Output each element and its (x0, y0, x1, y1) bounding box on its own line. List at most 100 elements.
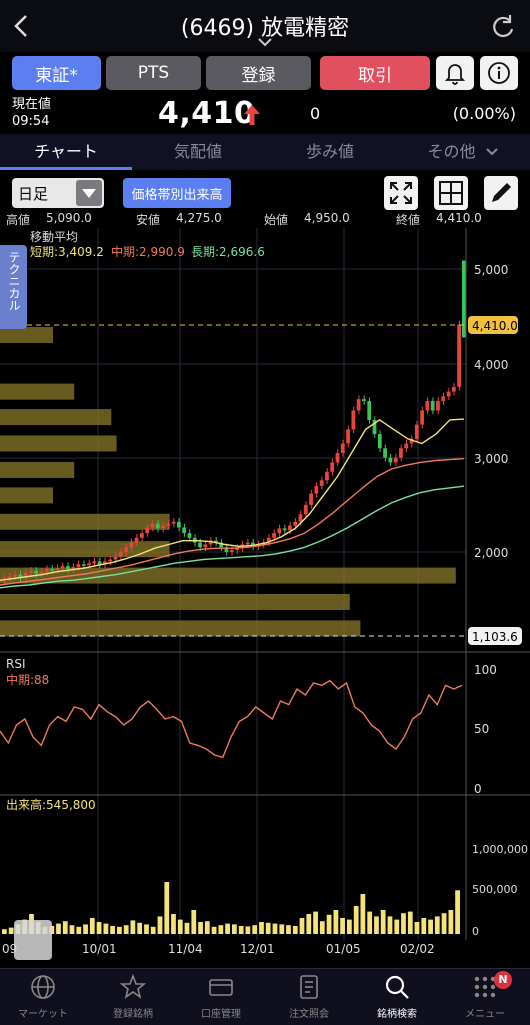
volume-bar (259, 922, 264, 934)
rsi-title: RSI (6, 657, 26, 671)
vol-tick-0: 0 (472, 925, 479, 938)
candle-body (23, 572, 28, 578)
tab-other[interactable]: その他 (396, 134, 530, 170)
candle-body (7, 576, 12, 579)
price-chart[interactable]: 移動平均 短期:3,409.2 中期:2,990.9 長期:2,696.6 5,… (0, 228, 530, 940)
volume-bar (56, 923, 61, 934)
candle-body (303, 504, 308, 515)
volume-bar (421, 918, 427, 934)
candle-body (187, 533, 192, 538)
candle-body (309, 493, 313, 505)
x-tick-0: 09 (2, 942, 18, 956)
volume-bar (123, 925, 129, 934)
nav-orders[interactable]: 注文照会 (256, 973, 362, 1020)
candle-body (208, 540, 213, 545)
volume-bar (96, 922, 102, 934)
period-select[interactable]: 日足 (12, 178, 104, 208)
tab-other-label: その他 (427, 142, 476, 161)
candle-body (399, 448, 403, 458)
notification-badge: N (494, 971, 512, 989)
nav-account[interactable]: 口座管理 (168, 973, 274, 1020)
technical-tab[interactable]: テクニカル (0, 245, 27, 329)
candle-body (219, 542, 224, 548)
volume-profile-bar (0, 435, 117, 452)
candle-body (451, 386, 456, 392)
candle-body (124, 547, 128, 552)
refresh-icon[interactable] (488, 12, 518, 42)
nav-menu[interactable]: メニュー (432, 973, 530, 1020)
candle-body (171, 521, 176, 524)
candle-body (13, 574, 17, 577)
volume-bar (164, 882, 170, 934)
candle-body (409, 438, 414, 444)
up-arrow-icon (244, 105, 260, 125)
x-tick-1: 10/01 (82, 942, 117, 956)
stock-title[interactable]: (6469) 放電精密 (180, 16, 350, 41)
candle-body (50, 568, 54, 571)
candle-body (346, 429, 350, 444)
candle-body (134, 537, 139, 543)
period-value: 日足 (18, 185, 49, 203)
star-icon (119, 973, 147, 999)
volume-bar (218, 925, 224, 934)
nav-watchlist[interactable]: 登録銘柄 (80, 973, 186, 1020)
nav-orders-label: 注文照会 (289, 1009, 329, 1020)
open-label: 始値 (264, 213, 289, 227)
rsi-panel (0, 679, 463, 759)
candle-body (319, 480, 324, 486)
tse-button[interactable]: 東証* (12, 56, 101, 90)
draw-button[interactable] (484, 176, 518, 210)
volume-profile-bar (0, 541, 170, 558)
price-time: 09:54 (12, 114, 50, 129)
volume-bar (272, 923, 278, 934)
ma-mid: 中期:2,990.9 (111, 244, 185, 259)
volume-bar (441, 913, 447, 934)
rsi-tick-0: 0 (474, 782, 482, 796)
chevron-down-icon[interactable] (255, 36, 275, 50)
volume-bar (171, 914, 176, 934)
pts-button[interactable]: PTS (106, 56, 201, 90)
volume-bar (333, 910, 339, 934)
volume-bar (306, 914, 312, 934)
volume-bar (374, 916, 379, 934)
candle-body (293, 521, 298, 526)
volume-bar (110, 926, 115, 934)
moving-average-line (0, 418, 465, 581)
candle-body (71, 567, 76, 569)
back-chevron-icon[interactable] (8, 10, 38, 42)
pencil-icon (492, 183, 511, 202)
volume-bar (265, 922, 271, 934)
candle-body (446, 391, 451, 397)
tab-trades[interactable]: 歩み値 (305, 142, 354, 161)
candle-body (139, 533, 144, 538)
alert-bell-button[interactable] (436, 56, 474, 90)
volume-profile-bars (0, 327, 456, 637)
register-button[interactable]: 登録 (206, 56, 311, 90)
info-button[interactable] (480, 56, 518, 90)
tab-quotes[interactable]: 気配値 (173, 142, 222, 161)
candle-body (92, 561, 97, 564)
rsi-line (0, 679, 463, 759)
candle-body (457, 324, 461, 387)
volume-profile-button[interactable]: 価格帯別出来高 (123, 178, 231, 208)
fullscreen-button[interactable] (384, 176, 418, 210)
nav-search[interactable]: 銘柄検索 (344, 973, 450, 1020)
x-tick-4: 01/05 (326, 942, 361, 956)
tab-chart[interactable]: チャート (0, 134, 132, 170)
candle-body (266, 537, 271, 543)
nav-account-label: 口座管理 (201, 1009, 241, 1020)
candle-body (145, 527, 150, 534)
volume-bar (144, 924, 149, 934)
volume-bar (76, 926, 82, 934)
candle-body (65, 566, 70, 569)
open-value: 4,950.0 (304, 211, 350, 225)
nav-market-label: マーケット (18, 1009, 68, 1020)
layout-button[interactable] (434, 176, 468, 210)
chart-grid (0, 228, 530, 940)
trade-button[interactable]: 取引 (320, 56, 430, 90)
candle-body (430, 401, 435, 411)
nav-market[interactable]: マーケット (0, 973, 96, 1020)
y-tick-4000: 4,000 (474, 358, 508, 372)
candle-body (213, 540, 218, 543)
draw-tool-overlay-button[interactable] (14, 920, 52, 960)
